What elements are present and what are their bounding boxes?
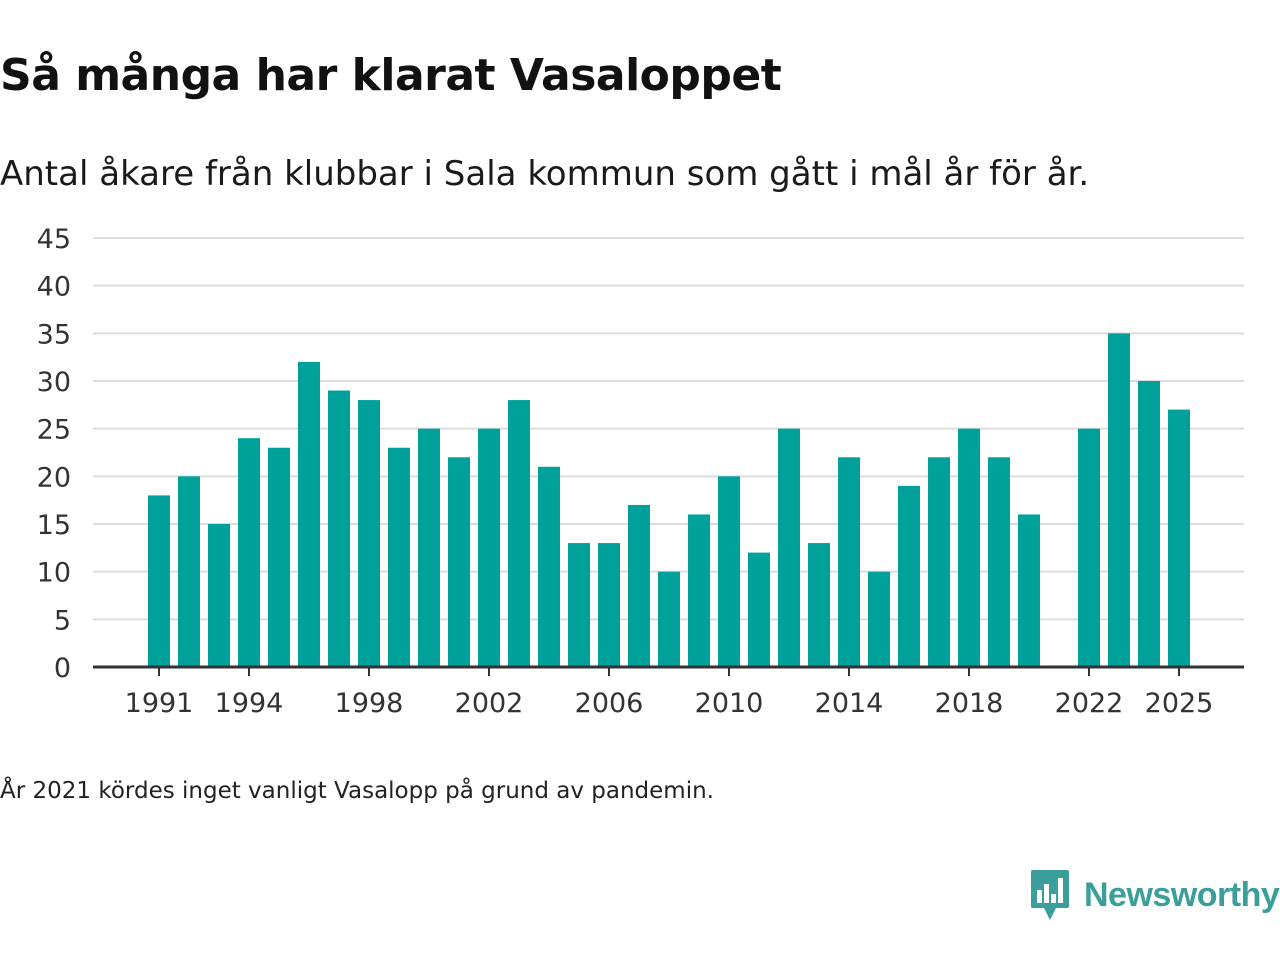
bar-2007 [628, 504, 650, 667]
bar-1995 [268, 447, 290, 667]
x-tick-label: 1998 [335, 688, 404, 719]
bar-2016 [898, 485, 920, 667]
bar-2020 [1018, 514, 1040, 667]
bar-2013 [808, 543, 830, 667]
bar-2019 [988, 457, 1010, 667]
x-tick-label: 2018 [935, 688, 1004, 719]
y-tick-label: 40 [37, 272, 71, 303]
bar-2024 [1138, 381, 1160, 667]
bar-2012 [778, 428, 800, 667]
bar-2017 [928, 457, 950, 667]
bar-1991 [148, 495, 170, 667]
bar-2005 [568, 543, 590, 667]
bar-2004 [538, 466, 560, 667]
x-tick-label: 1991 [125, 688, 194, 719]
bar-2025 [1168, 409, 1190, 667]
brand-name: Newsworthy [1084, 875, 1280, 914]
y-tick-label: 10 [37, 558, 71, 589]
bar-2015 [868, 571, 890, 667]
bar-2003 [508, 400, 530, 667]
bar-1999 [388, 447, 410, 667]
footnote: År 2021 kördes inget vanligt Vasalopp på… [0, 778, 714, 804]
chart-subtitle: Antal åkare från klubbar i Sala kommun s… [0, 154, 1090, 194]
y-tick-label: 5 [54, 605, 71, 636]
bar-2000 [418, 428, 440, 667]
bar-2001 [448, 457, 470, 667]
x-tick-label: 2022 [1055, 688, 1124, 719]
bar-1998 [358, 400, 380, 667]
bar-2010 [718, 476, 740, 667]
x-tick-label: 1994 [215, 688, 284, 719]
x-tick-label: 2006 [575, 688, 644, 719]
y-tick-label: 45 [37, 224, 71, 255]
bar-1992 [178, 476, 200, 667]
y-tick-label: 0 [54, 653, 71, 684]
x-tick-label: 2014 [815, 688, 884, 719]
bar-2014 [838, 457, 860, 667]
bar-2008 [658, 571, 680, 667]
x-tick-label: 2002 [455, 688, 524, 719]
bar-2023 [1108, 333, 1130, 667]
bar-1994 [238, 438, 260, 667]
bar-2002 [478, 428, 500, 667]
y-tick-label: 15 [37, 510, 71, 541]
chart-title: Så många har klarat Vasaloppet [0, 50, 782, 101]
y-tick-label: 25 [37, 415, 71, 446]
bar-2022 [1078, 428, 1100, 667]
brand-logo: Newsworthy [1030, 868, 1280, 922]
x-tick-label: 2010 [695, 688, 764, 719]
bar-2011 [748, 552, 770, 667]
y-tick-label: 20 [37, 462, 71, 493]
chart-speech-bubble-icon [1031, 870, 1069, 920]
x-tick-label: 2025 [1145, 688, 1214, 719]
bar-2018 [958, 428, 980, 667]
bar-1996 [298, 361, 320, 667]
bar-1993 [208, 524, 230, 667]
y-tick-label: 30 [37, 367, 71, 398]
bar-1997 [328, 390, 350, 667]
bar-2009 [688, 514, 710, 667]
bar-2006 [598, 543, 620, 667]
y-tick-label: 35 [37, 319, 71, 350]
